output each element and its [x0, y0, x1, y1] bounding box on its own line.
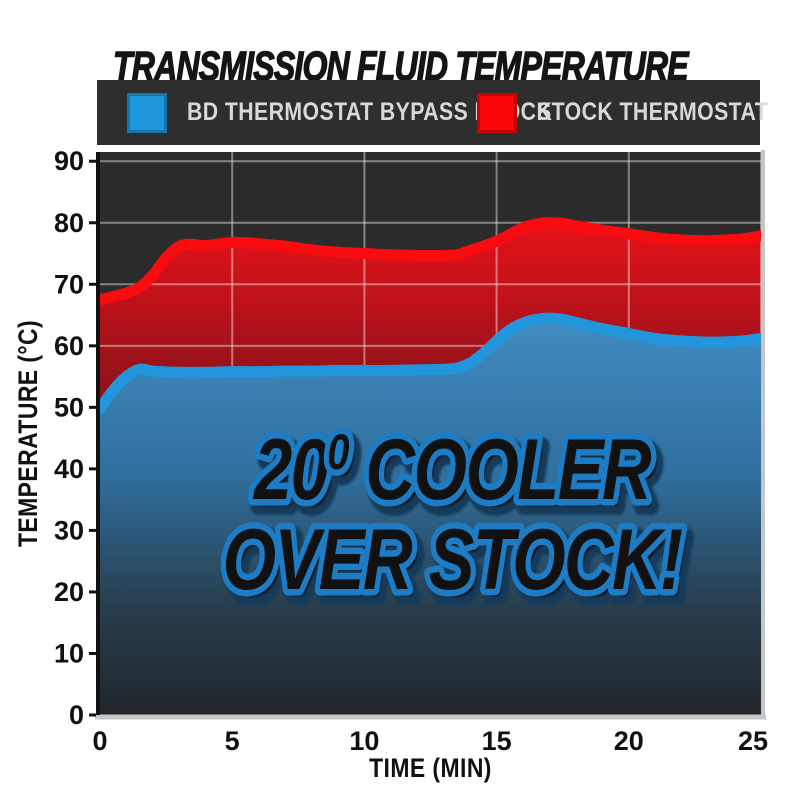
- legend-label-stock-thermostat: STOCK THERMOSTAT: [537, 98, 769, 126]
- y-tick-label: 90: [54, 146, 84, 176]
- x-tick-label: 10: [349, 726, 379, 756]
- x-tick-label: 20: [614, 726, 644, 756]
- annotation-text: OVER STOCK!: [223, 512, 683, 608]
- legend-item-stock-thermostat: STOCK THERMOSTAT: [477, 80, 800, 145]
- y-tick-label: 70: [54, 269, 84, 299]
- x-tick-label: 0: [92, 726, 107, 756]
- x-tick-label: 5: [225, 726, 240, 756]
- y-axis-label: TEMPERATURE (°C): [13, 320, 43, 547]
- svg-text:TEMPERATURE (°C): TEMPERATURE (°C): [13, 320, 43, 547]
- y-tick-label: 30: [54, 515, 84, 545]
- x-tick-label: 25: [738, 726, 768, 756]
- legend: BD THERMOSTAT BYPASS BLOCK STOCK THERMOS…: [97, 80, 768, 145]
- y-tick-label: 0: [69, 700, 84, 730]
- y-tick-label: 60: [54, 331, 84, 361]
- annotation-shadow: 200 COOLER: [257, 429, 656, 525]
- stock-thermostat-line: [99, 217, 762, 306]
- svg-text:TIME (MIN): TIME (MIN): [369, 753, 492, 783]
- x-axis-label: TIME (MIN): [369, 753, 492, 783]
- y-tick-label: 50: [54, 392, 84, 422]
- y-tick-label: 40: [54, 454, 84, 484]
- legend-swatch-red: [477, 92, 517, 133]
- bd-thermostat-line: [99, 312, 762, 415]
- plot-area: 0 10 20 30 40 50 60 70 80 90 0 5 10 15 20 25 TIME (MIN) T…: [13, 146, 768, 783]
- bd-thermostat-area: [100, 318, 761, 715]
- annotation-text: 200 COOLER: [252, 422, 651, 518]
- y-tick-label: 10: [54, 638, 84, 668]
- annotation-shadow: OVER STOCK!: [228, 519, 688, 615]
- y-tick-label: 20: [54, 577, 84, 607]
- legend-swatch-blue: [127, 92, 167, 133]
- x-tick-label: 15: [482, 726, 512, 756]
- y-axis-line: [96, 152, 100, 715]
- y-tick-label: 80: [54, 208, 84, 238]
